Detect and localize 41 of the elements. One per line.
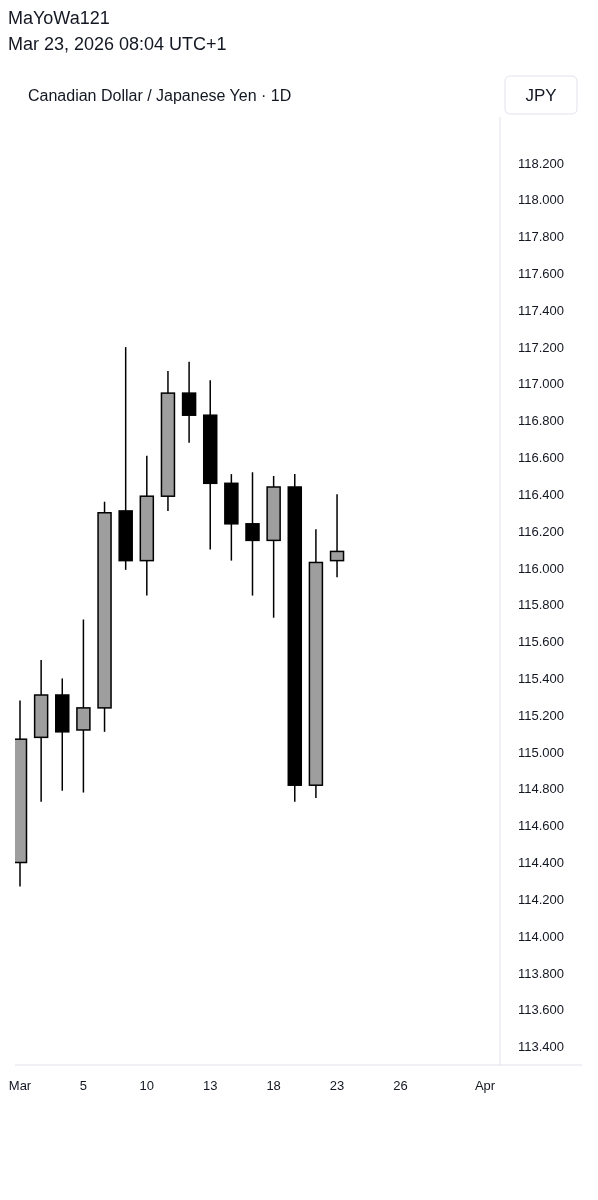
y-tick-label: 115.000 xyxy=(517,744,565,760)
x-tick-label: 13 xyxy=(202,1078,218,1093)
y-tick-label: 115.800 xyxy=(517,597,565,613)
candlestick xyxy=(329,493,345,578)
y-tick-label: 114.800 xyxy=(517,781,565,797)
x-tick-label: 5 xyxy=(79,1078,88,1093)
y-tick-label: 117.200 xyxy=(517,339,565,355)
y-tick-label: 118.000 xyxy=(517,192,565,208)
x-tick-label: Mar xyxy=(8,1078,32,1093)
y-tick-label: 114.200 xyxy=(517,891,565,907)
x-tick-label: Apr xyxy=(474,1078,496,1093)
y-tick-label: 116.000 xyxy=(517,560,565,576)
y-tick-label: 115.200 xyxy=(517,707,565,723)
y-tick-label: 116.600 xyxy=(517,450,565,466)
text: MaYoWa121 xyxy=(8,8,110,28)
y-tick-label: 116.400 xyxy=(517,486,565,502)
chart-title: Canadian Dollar / Japanese Yen · 1D xyxy=(28,87,292,104)
y-tick-label: 113.600 xyxy=(517,1002,565,1018)
y-tick-label: 115.400 xyxy=(517,670,565,686)
y-tick-label: 116.200 xyxy=(517,523,565,539)
text: Mar 23, 2026 08:04 UTC+1 xyxy=(8,34,227,54)
y-tick-label: 114.000 xyxy=(517,928,565,944)
x-tick-label: 23 xyxy=(329,1078,345,1093)
currency-button: JPY xyxy=(504,75,578,115)
y-tick-label: 113.800 xyxy=(517,965,565,981)
x-tick-label: 10 xyxy=(139,1078,155,1093)
y-tick-label: 118.200 xyxy=(517,155,565,171)
y-tick-label: 114.400 xyxy=(517,855,565,871)
y-tick-label: 117.000 xyxy=(517,376,565,392)
y-tick-label: 113.400 xyxy=(517,1039,565,1055)
candlestick xyxy=(181,361,197,444)
candlestick xyxy=(76,618,91,794)
candlestick xyxy=(245,471,260,597)
x-tick-label: 18 xyxy=(266,1078,281,1093)
y-tick-label: 117.400 xyxy=(517,302,565,318)
y-tick-label: 117.800 xyxy=(517,229,565,245)
y-tick-label: 115.600 xyxy=(517,634,565,650)
x-tick-label: 26 xyxy=(393,1078,408,1093)
y-tick-label: 116.800 xyxy=(517,413,565,429)
y-tick-label: 114.600 xyxy=(517,818,565,834)
y-tick-label: 117.600 xyxy=(517,266,565,282)
